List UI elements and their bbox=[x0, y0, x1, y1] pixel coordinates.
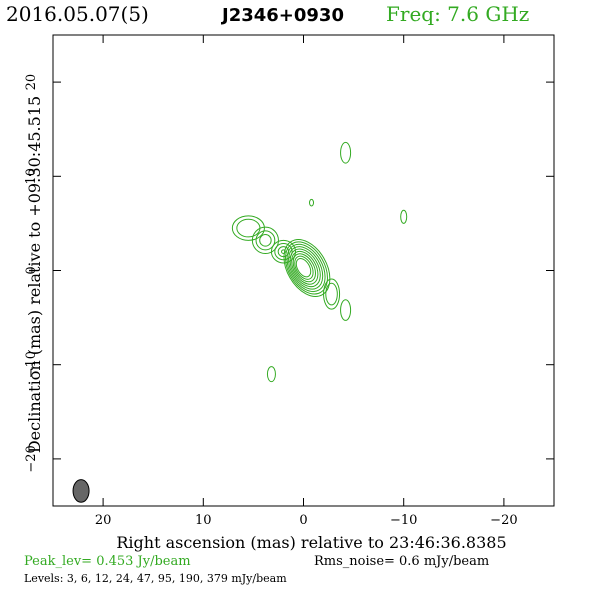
source-name: J2346+0930 bbox=[222, 5, 344, 26]
component-contour bbox=[400, 209, 408, 224]
component-contour bbox=[281, 249, 286, 254]
y-tick-label: −10 bbox=[24, 351, 39, 378]
component-contour bbox=[325, 282, 338, 306]
x-tick-label: −10 bbox=[390, 513, 417, 528]
core-contour bbox=[295, 258, 312, 278]
component-contour bbox=[340, 141, 352, 164]
component-contour bbox=[323, 278, 341, 310]
component-contour bbox=[340, 299, 352, 321]
component-contour bbox=[236, 218, 261, 238]
x-axis-label: Right ascension (mas) relative to 23:46:… bbox=[116, 533, 506, 552]
core-contour bbox=[288, 246, 324, 290]
tick-labels: 20 10 0 −10 −20 20 10 0 −10 −20 bbox=[24, 74, 518, 528]
y-axis-label: Declination (mas) relative to +09:30:45.… bbox=[25, 96, 44, 453]
component-contour bbox=[266, 366, 276, 383]
observation-date: 2016.05.07(5) bbox=[6, 2, 149, 26]
component-contour bbox=[309, 198, 315, 207]
contour-lines bbox=[231, 141, 408, 383]
x-tick-label: 20 bbox=[95, 513, 112, 528]
beam-group bbox=[72, 479, 90, 503]
component-contour bbox=[255, 230, 276, 251]
core-contour bbox=[294, 255, 314, 280]
beam-ellipse bbox=[72, 479, 90, 503]
component-contour bbox=[231, 215, 265, 241]
x-tick-label: 10 bbox=[195, 513, 212, 528]
x-tick-label: −20 bbox=[490, 513, 517, 528]
component-contour bbox=[259, 234, 272, 247]
core-contour bbox=[292, 253, 316, 283]
y-tick-label: −20 bbox=[24, 445, 39, 472]
plot-frame bbox=[52, 34, 555, 507]
rms-noise: Rms_noise= 0.6 mJy/beam bbox=[314, 554, 490, 569]
y-tick-label: 20 bbox=[24, 74, 39, 91]
component-contour bbox=[251, 226, 279, 255]
peak-level: Peak_lev= 0.453 Jy/beam bbox=[24, 554, 191, 569]
component-contour bbox=[277, 246, 290, 258]
y-tick-label: 10 bbox=[24, 168, 39, 185]
axis-ticks bbox=[53, 35, 554, 506]
component-contour bbox=[274, 243, 293, 261]
contour-levels: Levels: 3, 6, 12, 24, 47, 95, 190, 379 m… bbox=[24, 572, 287, 585]
y-tick-label: 0 bbox=[24, 266, 39, 274]
x-tick-label: 0 bbox=[299, 513, 307, 528]
component-contour bbox=[270, 239, 296, 264]
core-contour bbox=[283, 239, 331, 297]
frequency-label: Freq: 7.6 GHz bbox=[386, 2, 530, 26]
